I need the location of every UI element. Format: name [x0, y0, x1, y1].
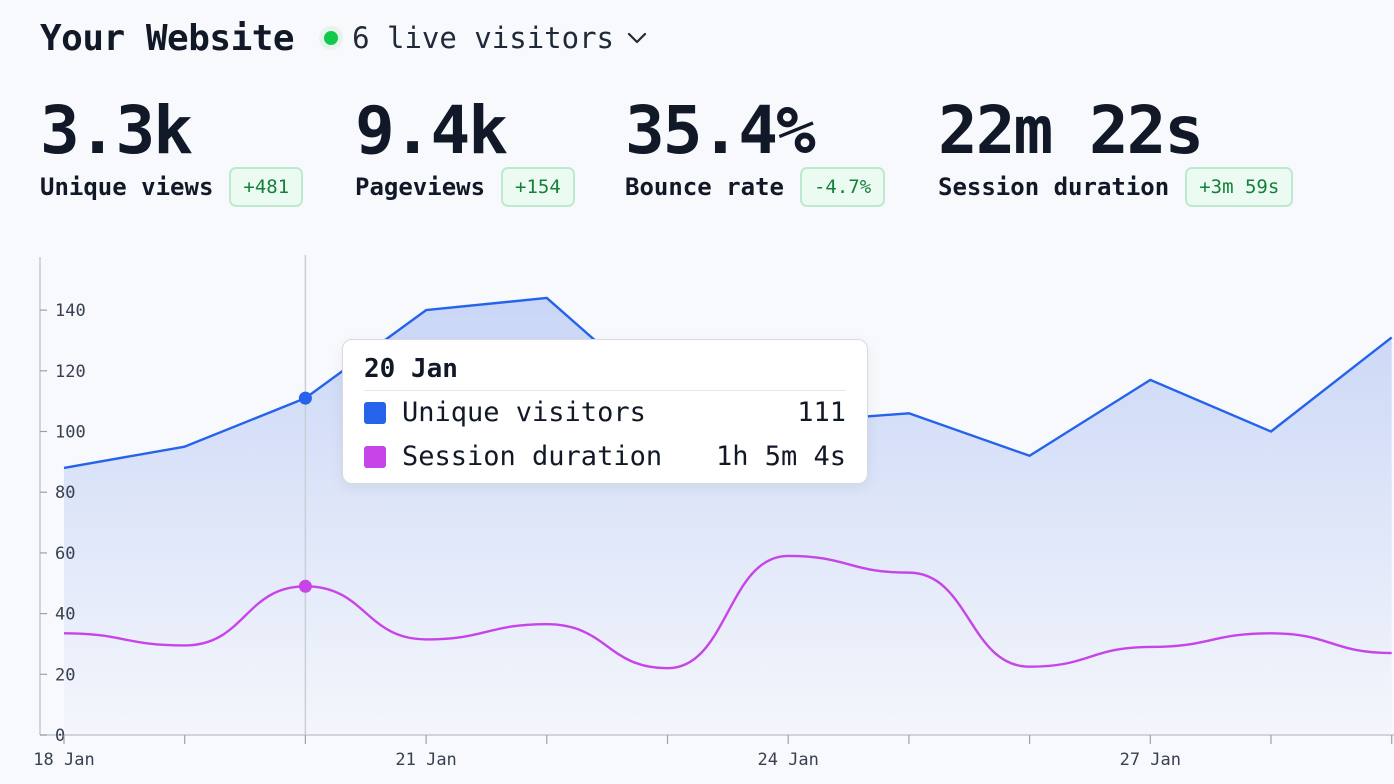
tooltip-value: 1h 5m 4s [715, 441, 846, 472]
metric-label: Pageviews [355, 173, 486, 201]
y-tick-label: 100 [55, 423, 86, 443]
change-badge: +3m 59s [1185, 167, 1294, 207]
header: Your Website 6 live visitors [40, 14, 648, 62]
metric-value: 35.4% [625, 92, 816, 169]
unique-visitors-point[interactable] [298, 391, 312, 405]
x-tick-label: 24 Jan [757, 750, 818, 770]
tooltip-date: 20 Jan [364, 354, 458, 384]
metric-label: Session duration [938, 173, 1170, 201]
chart-container[interactable]: 0 20 40 60 80 100 120 140 18 Jan 21 Jan 24 Jan 27 J… [0, 240, 1394, 784]
metric-bounce-rate[interactable]: 35.4% Bounce rate -4.7% [625, 95, 938, 207]
change-badge: -4.7% [799, 167, 886, 207]
live-visitors-label: 6 live visitors [352, 21, 614, 55]
chevron-down-icon [627, 32, 647, 44]
y-tick-label: 0 [55, 726, 65, 746]
y-tick-label: 140 [55, 301, 86, 321]
metric-pageviews[interactable]: 9.4k Pageviews +154 [355, 95, 625, 207]
metric-unique-views[interactable]: 3.3k Unique views +481 [40, 95, 355, 207]
change-badge: +154 [501, 167, 575, 207]
session-duration-line [63, 554, 1392, 670]
live-indicator-icon [324, 31, 339, 45]
chart-tooltip: 20 Jan Unique visitors 111 Session durat… [342, 339, 868, 484]
tooltip-label: Session duration [402, 441, 663, 472]
metric-value: 3.3k [40, 92, 193, 169]
x-tick-label: 21 Jan [395, 750, 456, 770]
live-visitors-dropdown[interactable]: 6 live visitors [324, 21, 648, 55]
y-tick-label: 20 [55, 665, 75, 685]
legend-swatch-icon [364, 401, 386, 424]
tooltip-value: 111 [797, 397, 846, 428]
metric-label: Bounce rate [625, 173, 784, 201]
y-tick-label: 120 [55, 362, 86, 382]
x-tick-label: 18 Jan [33, 750, 94, 770]
session-duration-point[interactable] [298, 579, 312, 593]
tooltip-divider [364, 390, 846, 391]
y-tick-label: 60 [55, 544, 75, 564]
tooltip-row-session-duration: Session duration 1h 5m 4s [364, 441, 846, 472]
metric-label: Unique views [40, 173, 214, 201]
x-tick-label: 27 Jan [1120, 750, 1181, 770]
tooltip-label: Unique visitors [402, 397, 646, 428]
y-tick-label: 40 [55, 605, 75, 625]
change-badge: +481 [229, 167, 304, 207]
metric-value: 9.4k [355, 92, 508, 169]
metric-session-duration[interactable]: 22m 22s Session duration +3m 59s [938, 95, 1328, 207]
metric-value: 22m 22s [938, 92, 1204, 169]
y-tick-label: 80 [55, 483, 75, 503]
metrics-row: 3.3k Unique views +481 9.4k Pageviews +1… [40, 95, 1328, 207]
tooltip-row-unique-visitors: Unique visitors 111 [364, 397, 846, 428]
visitors-chart[interactable]: 0 20 40 60 80 100 120 140 18 Jan 21 Jan 24 Jan 27 J… [0, 240, 1394, 784]
legend-swatch-icon [364, 445, 386, 468]
site-title: Your Website [40, 17, 295, 59]
